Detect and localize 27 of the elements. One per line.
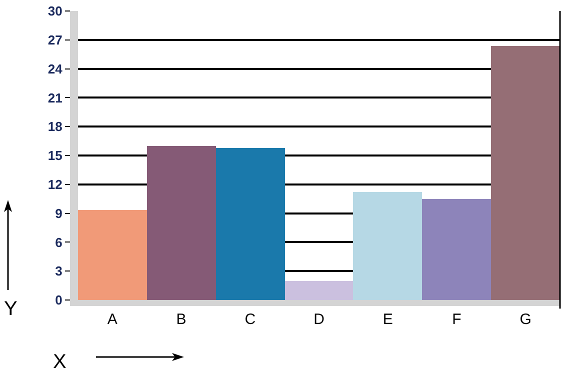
x-tick-label: D xyxy=(314,311,325,328)
y-tick-label: 3 xyxy=(55,264,62,279)
y-tick-label: 12 xyxy=(48,176,62,192)
bar xyxy=(78,210,147,300)
y-tick-label: 21 xyxy=(48,90,62,106)
y-axis-title: Y xyxy=(4,298,18,320)
x-tick-label: G xyxy=(520,311,532,328)
x-tick-label: C xyxy=(244,311,256,328)
bar xyxy=(353,192,422,300)
y-tick-label: 27 xyxy=(48,32,62,48)
bar xyxy=(491,46,560,300)
y-tick-label: 0 xyxy=(55,292,62,308)
bar xyxy=(422,199,491,300)
x-tick-label: A xyxy=(107,311,118,328)
y-tick-label: 24 xyxy=(48,61,64,76)
bar xyxy=(216,148,285,300)
y-tick-label: 18 xyxy=(48,119,62,134)
y-tick-label: 30 xyxy=(48,4,62,19)
y-tick-label: 6 xyxy=(55,234,62,250)
y-tick-label: 15 xyxy=(48,148,62,164)
bar xyxy=(285,281,353,300)
x-tick-label: E xyxy=(382,311,393,328)
x-tick-label: F xyxy=(452,311,462,328)
y-tick-label: 9 xyxy=(55,206,62,221)
x-axis-title: X xyxy=(53,351,66,373)
x-tick-label: B xyxy=(176,311,186,328)
bar xyxy=(147,146,216,300)
